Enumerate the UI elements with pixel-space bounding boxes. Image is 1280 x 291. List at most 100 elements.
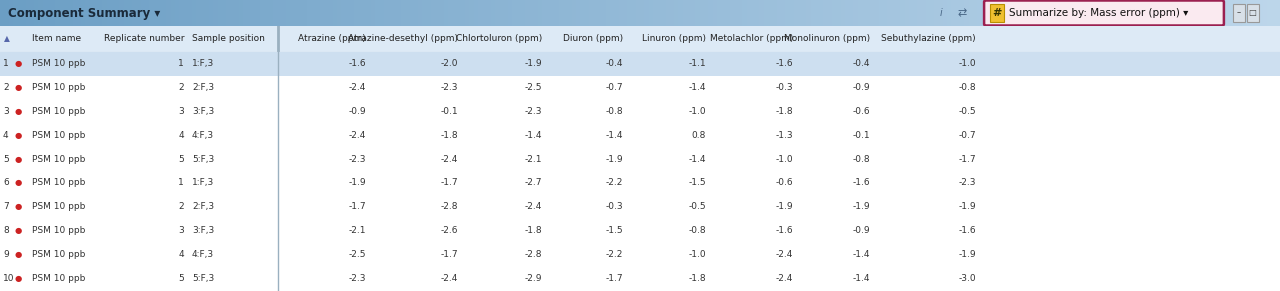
Bar: [307, 0, 311, 26]
Text: -0.7: -0.7: [605, 83, 623, 92]
Bar: [273, 0, 278, 26]
Text: ●: ●: [14, 202, 22, 211]
Bar: [614, 0, 618, 26]
Bar: [1242, 0, 1245, 26]
Text: 2:F,3: 2:F,3: [192, 202, 214, 211]
Text: -1.9: -1.9: [525, 59, 541, 68]
Bar: [320, 0, 324, 26]
Bar: [60, 0, 64, 26]
Bar: [303, 0, 307, 26]
Bar: [419, 0, 422, 26]
Bar: [141, 0, 145, 26]
Bar: [777, 0, 781, 26]
Bar: [713, 0, 717, 26]
Bar: [538, 0, 541, 26]
Bar: [269, 0, 273, 26]
Bar: [810, 0, 815, 26]
Text: 5:F,3: 5:F,3: [192, 274, 214, 283]
Bar: [371, 0, 375, 26]
Bar: [1002, 0, 1007, 26]
Bar: [1135, 0, 1139, 26]
Text: ●: ●: [14, 226, 22, 235]
Bar: [1161, 0, 1165, 26]
Bar: [1245, 0, 1251, 26]
Text: -2.1: -2.1: [525, 155, 541, 164]
Bar: [1254, 0, 1258, 26]
Bar: [380, 0, 384, 26]
Text: -1.7: -1.7: [348, 202, 366, 211]
Bar: [870, 0, 874, 26]
Text: 0.8: 0.8: [691, 131, 707, 140]
Bar: [474, 0, 477, 26]
Bar: [1088, 0, 1092, 26]
Text: 6: 6: [3, 178, 9, 187]
Bar: [397, 0, 401, 26]
Bar: [324, 0, 329, 26]
Bar: [316, 0, 320, 26]
Bar: [598, 0, 602, 26]
Bar: [247, 0, 252, 26]
Bar: [470, 0, 474, 26]
Text: 2:F,3: 2:F,3: [192, 83, 214, 92]
Text: ●: ●: [14, 59, 22, 68]
Text: -0.4: -0.4: [852, 59, 870, 68]
Bar: [1169, 0, 1174, 26]
Bar: [221, 0, 227, 26]
Bar: [1024, 0, 1028, 26]
Bar: [559, 0, 563, 26]
Bar: [285, 0, 291, 26]
Bar: [102, 0, 106, 26]
Bar: [461, 0, 465, 26]
Text: PSM 10 ppb: PSM 10 ppb: [32, 107, 86, 116]
Bar: [119, 0, 124, 26]
Text: 2: 2: [3, 83, 9, 92]
Bar: [201, 0, 205, 26]
Text: -1.8: -1.8: [776, 107, 794, 116]
Bar: [995, 0, 998, 26]
Bar: [311, 0, 316, 26]
Text: -1.4: -1.4: [689, 155, 707, 164]
Text: 5: 5: [178, 274, 184, 283]
Text: -0.5: -0.5: [959, 107, 977, 116]
Text: #: #: [992, 8, 1001, 18]
Bar: [605, 0, 611, 26]
Bar: [265, 0, 269, 26]
Bar: [576, 0, 580, 26]
Bar: [157, 0, 163, 26]
Text: ▲: ▲: [4, 35, 10, 43]
Bar: [333, 0, 337, 26]
Bar: [410, 0, 413, 26]
Text: 8: 8: [3, 226, 9, 235]
Bar: [572, 0, 576, 26]
Text: PSM 10 ppb: PSM 10 ppb: [32, 250, 86, 259]
Bar: [55, 0, 60, 26]
Text: -1.9: -1.9: [605, 155, 623, 164]
Bar: [918, 0, 922, 26]
Text: ●: ●: [14, 131, 22, 140]
Text: –: –: [1236, 8, 1240, 17]
Bar: [4, 0, 9, 26]
Bar: [1117, 0, 1123, 26]
Text: Sebuthylazine (ppm): Sebuthylazine (ppm): [882, 34, 977, 43]
Bar: [35, 0, 38, 26]
Text: Summarize by: Mass error (ppm) ▾: Summarize by: Mass error (ppm) ▾: [1009, 8, 1188, 18]
Bar: [849, 0, 854, 26]
Text: -0.8: -0.8: [689, 226, 707, 235]
Text: -1.1: -1.1: [689, 59, 707, 68]
Bar: [508, 0, 512, 26]
Bar: [47, 0, 51, 26]
Bar: [77, 0, 81, 26]
Bar: [854, 0, 858, 26]
Bar: [298, 0, 303, 26]
Text: -1.4: -1.4: [689, 83, 707, 92]
Bar: [547, 0, 550, 26]
Bar: [1258, 0, 1263, 26]
Text: ●: ●: [14, 83, 22, 92]
Bar: [797, 0, 803, 26]
Bar: [973, 0, 977, 26]
Bar: [413, 0, 419, 26]
Bar: [1084, 0, 1088, 26]
Bar: [964, 0, 969, 26]
Bar: [640, 0, 644, 26]
Text: -1.5: -1.5: [689, 178, 707, 187]
